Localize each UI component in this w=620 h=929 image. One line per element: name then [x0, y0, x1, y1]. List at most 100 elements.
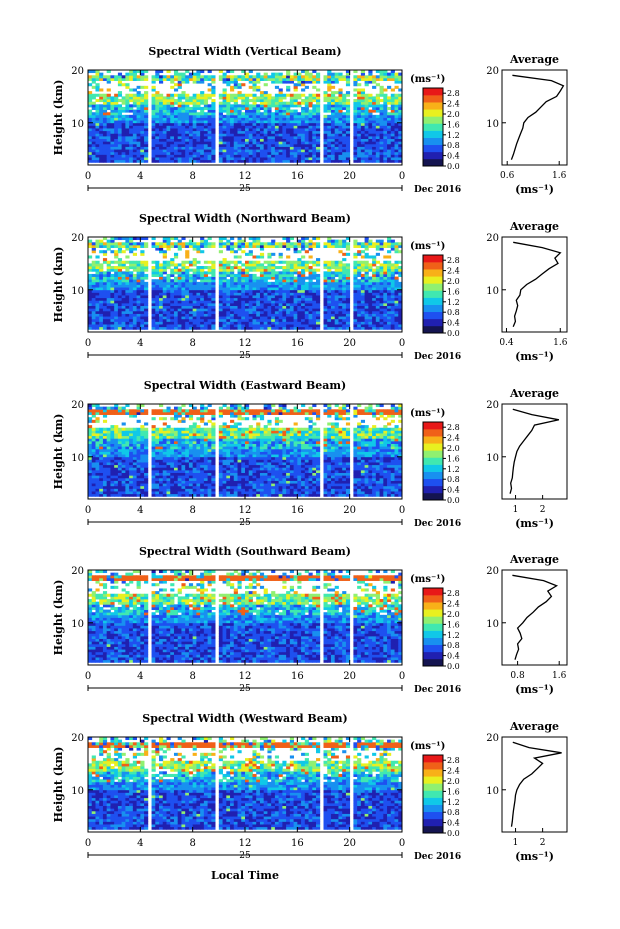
heatmap-cell: [394, 146, 399, 150]
heatmap-cell: [308, 135, 313, 140]
heatmap-cell: [203, 101, 209, 105]
heatmap-cell: [166, 310, 171, 314]
heatmap-cell: [304, 151, 309, 155]
heatmap-cell: [357, 91, 362, 95]
heatmap-cell: [274, 109, 280, 113]
heatmap-cell: [91, 440, 96, 444]
heatmap-cell: [327, 318, 332, 322]
heatmap-cell: [203, 321, 209, 325]
heatmap-cell: [368, 263, 373, 267]
heatmap-cell: [259, 318, 265, 322]
heatmap-cell: [323, 289, 328, 293]
heatmap-cell: [334, 99, 339, 103]
heatmap-cell: [368, 157, 373, 161]
heatmap-cell: [110, 109, 115, 113]
heatmap-cell: [364, 252, 369, 256]
heatmap-cell: [114, 321, 119, 325]
heatmap-cell: [99, 88, 104, 92]
heatmap-cell: [125, 159, 130, 163]
heatmap-cell: [387, 266, 392, 270]
heatmap-cell: [117, 143, 123, 147]
heatmap-cell: [256, 75, 261, 79]
heatmap-cell: [110, 151, 115, 155]
heatmap-cell: [95, 93, 100, 97]
heatmap-cell: [203, 289, 209, 293]
heatmap-cell: [357, 316, 362, 320]
heatmap-cell: [99, 242, 104, 246]
heatmap-cell: [233, 284, 238, 288]
heatmap-cell: [106, 295, 111, 299]
heatmap-cell: [177, 271, 182, 275]
heatmap-cell: [203, 260, 209, 264]
heatmap-cell: [192, 135, 197, 140]
heatmap-cell: [383, 143, 388, 147]
heatmap-cell: [297, 77, 302, 81]
heatmap-cell: [144, 324, 149, 328]
heatmap-cell: [88, 75, 93, 79]
heatmap-cell: [162, 146, 167, 150]
heatmap-cell: [387, 157, 392, 161]
heatmap-cell: [95, 406, 100, 410]
heatmap-cell: [259, 279, 265, 283]
heatmap-cell: [177, 242, 182, 246]
heatmap-cell: [144, 289, 149, 293]
heatmap: [88, 70, 403, 163]
heatmap-cell: [372, 271, 377, 275]
heatmap-cell: [226, 310, 231, 314]
heatmap-cell: [196, 93, 201, 97]
colorbar-unit: (ms⁻¹): [410, 241, 445, 252]
heatmap-cell: [125, 313, 130, 317]
heatmap-cell: [237, 308, 242, 312]
heatmap-cell: [181, 96, 186, 100]
heatmap-cell: [181, 125, 186, 129]
heatmap-cell: [121, 146, 126, 150]
heatmap-cell: [316, 130, 321, 134]
heatmap-cell: [271, 308, 276, 312]
heatmap-cell: [274, 266, 280, 270]
heatmap-cell: [233, 287, 238, 291]
heatmap-cell: [230, 273, 235, 277]
heatmap-cell: [237, 141, 242, 145]
heatmap-cell: [327, 128, 332, 132]
heatmap-cell: [330, 77, 336, 81]
heatmap-cell: [342, 263, 347, 267]
heatmap-cell: [398, 130, 403, 134]
heatmap-cell: [99, 75, 104, 79]
heatmap-cell: [181, 154, 186, 158]
heatmap-cell: [237, 239, 242, 243]
heatmap-cell: [140, 159, 145, 163]
heatmap-cell: [117, 138, 123, 142]
heatmap-cell: [334, 109, 339, 113]
heatmap-cell: [286, 273, 291, 277]
heatmap-cell: [106, 300, 111, 304]
x-tick-label: 0: [85, 338, 91, 349]
heatmap-cell: [316, 157, 321, 161]
heatmap-cell: [241, 99, 246, 103]
heatmap-cell: [129, 117, 134, 121]
heatmap-cell: [379, 77, 384, 81]
heatmap-cell: [200, 250, 205, 254]
heatmap-cell: [226, 316, 231, 320]
heatmap-cell: [256, 99, 261, 103]
heatmap-cell: [91, 313, 96, 317]
heatmap-cell: [308, 284, 313, 288]
heatmap-cell: [375, 106, 380, 110]
heatmap-cell: [114, 149, 119, 153]
heatmap-cell: [383, 297, 388, 301]
heatmap-cell: [121, 281, 126, 285]
heatmap-cell: [151, 133, 156, 137]
heatmap-cell: [132, 302, 137, 307]
heatmap-cell: [106, 279, 111, 283]
heatmap-cell: [218, 244, 223, 248]
heatmap-cell: [233, 149, 238, 153]
heatmap-cell: [200, 133, 205, 137]
heatmap-cell: [177, 324, 182, 328]
heatmap-cell: [226, 305, 231, 309]
heatmap-cell: [159, 276, 164, 280]
heatmap-cell: [233, 112, 238, 116]
heatmap-cell: [390, 109, 395, 113]
heatmap-cell: [91, 77, 96, 81]
heatmap-cell: [91, 451, 96, 455]
heatmap-cell: [166, 112, 171, 116]
heatmap-cell: [267, 154, 272, 158]
